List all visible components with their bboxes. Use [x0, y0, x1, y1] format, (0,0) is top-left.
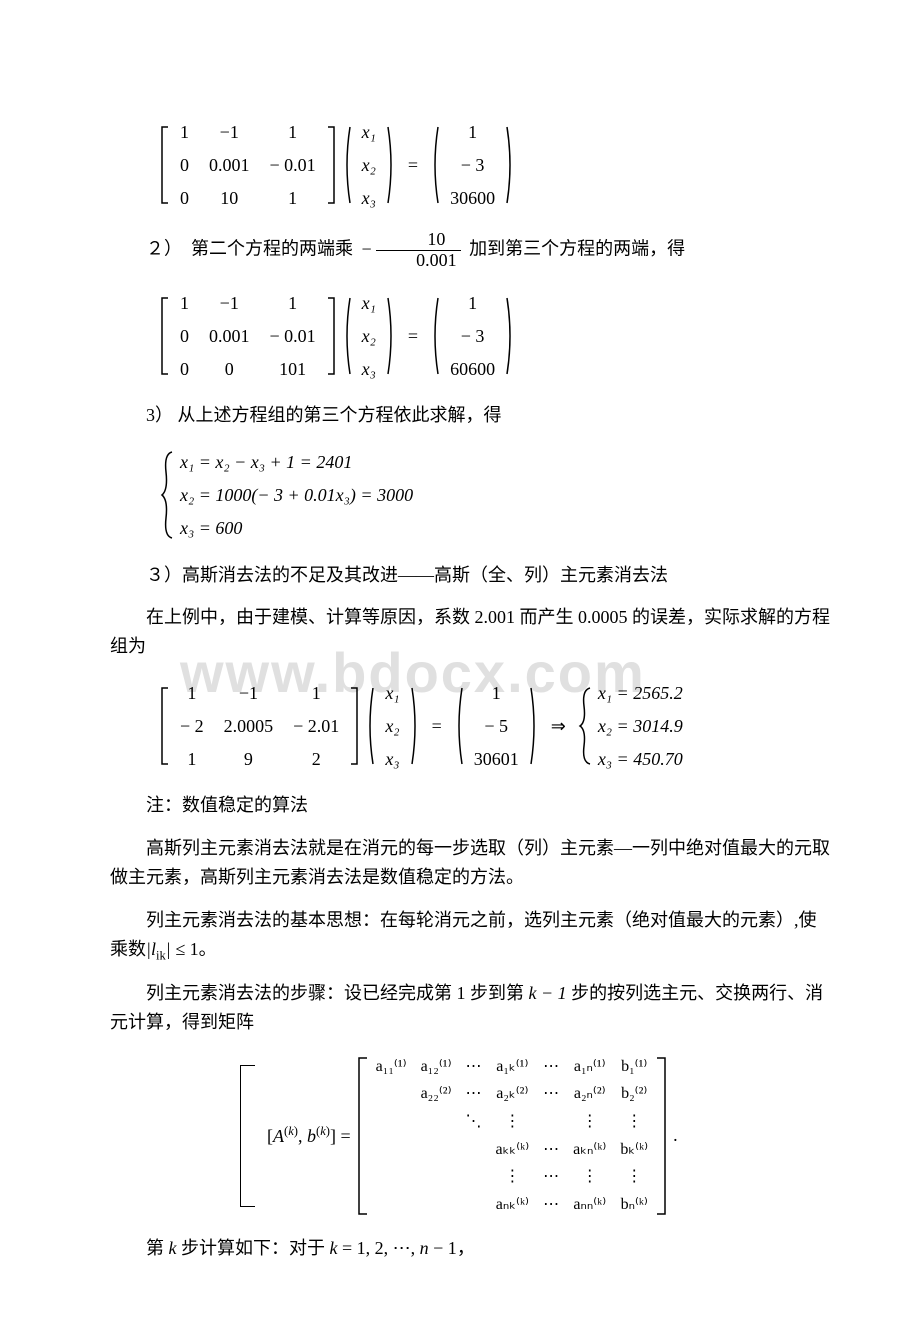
sol-row2: x₂ = 1000(− 3 + 0.01x₃) = 3000 — [180, 485, 413, 505]
vector-x1: x₁ x₂ x₃ — [342, 116, 396, 214]
vector-x2: x₁ x₂ x₃ — [342, 287, 396, 385]
sol-row1: x₁ = x₂ − x₃ + 1 = 2401 — [180, 452, 352, 472]
equation-2: 1−11 00.001− 0.01 00101 x₁ x₂ x₃ = — [160, 287, 830, 385]
para-step3: 3） 从上述方程组的第三个方程依此求解，得 — [110, 401, 830, 430]
vector-b2: 1 − 3 60600 — [430, 287, 515, 385]
frac-neg: − — [362, 239, 372, 259]
sol3-row2: x₂ = 3014.9 — [598, 716, 683, 736]
para-col-idea: 列主元素消去法的基本思想：在每轮消元之前，选列主元素（绝对值最大的元素）,使乘数… — [110, 906, 830, 966]
equation-3: 1−11 − 22.0005− 2.01 192 x₁ x₂ x₃ = — [160, 677, 830, 775]
step2-suffix: 加到第三个方程的两端，得 — [469, 239, 685, 259]
para-step2: ２） 第二个方程的两端乘 − 10 0.001 加到第三个方程的两端，得 — [110, 230, 830, 271]
big-matrix-eq: [A(k), b(k)] = a₁₁⁽¹⁾a₁₂⁽¹⁾⋯a₁ₖ⁽¹⁾⋯a₁ₙ⁽¹… — [240, 1053, 830, 1219]
k-minus-1: k − 1 — [524, 983, 571, 1003]
vector-x3: x₁ x₂ x₃ — [365, 677, 419, 775]
sol3-row3: x₃ = 450.70 — [598, 749, 683, 769]
document-page: 1−11 00.001− 0.01 0101 x₁ x₂ x₃ = — [0, 0, 920, 1337]
sol-row3: x₃ = 600 — [180, 518, 242, 538]
big-matrix: a₁₁⁽¹⁾a₁₂⁽¹⁾⋯a₁ₖ⁽¹⁾⋯a₁ₙ⁽¹⁾b₁⁽¹⁾ a₂₂⁽²⁾⋯a… — [357, 1053, 667, 1219]
step2-prefix: ２） 第二个方程的两端乘 — [146, 239, 353, 259]
para-note: 注：数值稳定的算法 — [110, 791, 830, 820]
cases-solution: x₁ = x₂ − x₃ + 1 = 2401 x₂ = 1000(− 3 + … — [160, 446, 830, 544]
para-step-k: 第 k 步计算如下：对于 k = 1, 2, ⋯, n − 1， — [110, 1234, 830, 1263]
matrix-A3: 1−11 − 22.0005− 2.01 192 — [160, 677, 359, 775]
para-col-steps: 列主元素消去法的步骤：设已经完成第 1 步到第 k − 1 步的按列选主元、交换… — [110, 979, 830, 1037]
para-explain: 在上例中，由于建模、计算等原因，系数 2.001 而产生 0.0005 的误差，… — [110, 603, 830, 661]
para-gauss-col: 高斯列主元素消去法就是在消元的每一步选取（列）主元素—一列中绝对值最大的元取做主… — [110, 834, 830, 892]
vector-b3: 1 − 5 30601 — [454, 677, 539, 775]
vector-b1: 1 − 3 30600 — [430, 116, 515, 214]
matrix-A2: 1−11 00.001− 0.01 00101 — [160, 287, 336, 385]
para-heading-3: ３）高斯消去法的不足及其改进——高斯（全、列）主元素消去法 — [110, 561, 830, 590]
equation-1: 1−11 00.001− 0.01 0101 x₁ x₂ x₃ = — [160, 116, 830, 214]
sol3-row1: x₁ = 2565.2 — [598, 683, 683, 703]
matrix-A1: 1−11 00.001− 0.01 0101 — [160, 116, 336, 214]
box-artifact — [240, 1065, 255, 1207]
fraction-10-over-0001: 10 0.001 — [376, 230, 461, 271]
